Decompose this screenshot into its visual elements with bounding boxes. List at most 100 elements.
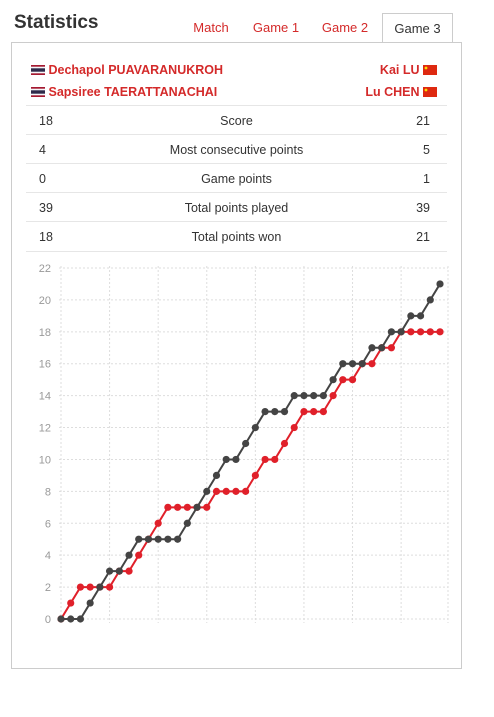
china-flag-icon bbox=[423, 87, 437, 97]
series-2-point bbox=[300, 392, 308, 400]
series-1-point bbox=[203, 503, 211, 511]
series-2-point bbox=[387, 328, 396, 336]
series-2-point bbox=[329, 376, 337, 384]
page-title: Statistics bbox=[14, 12, 99, 33]
series-1-point bbox=[154, 519, 162, 527]
series-2-point bbox=[203, 487, 211, 495]
series-1-point bbox=[348, 376, 357, 384]
series-1-point bbox=[300, 407, 308, 416]
stat-right-value: 5 bbox=[423, 143, 430, 157]
series-2-point bbox=[378, 344, 386, 352]
series-2-point bbox=[174, 535, 182, 543]
player-right-1[interactable]: Kai LU bbox=[380, 63, 437, 77]
y-tick-label: 14 bbox=[39, 391, 51, 403]
stats-row-score: 18 Score 21 bbox=[26, 105, 447, 135]
series-2-point bbox=[407, 312, 415, 320]
series-2-point bbox=[251, 423, 259, 432]
series-1-point bbox=[164, 503, 172, 511]
series-2-point bbox=[183, 519, 191, 527]
series-1-point bbox=[368, 360, 376, 368]
y-tick-label: 6 bbox=[45, 518, 51, 530]
y-tick-label: 22 bbox=[39, 263, 51, 275]
stat-left-value: 18 bbox=[39, 230, 53, 244]
series-1-point bbox=[426, 328, 434, 336]
series-2-point bbox=[426, 296, 434, 304]
y-tick-label: 10 bbox=[39, 454, 51, 466]
series-2-point bbox=[397, 328, 405, 336]
stats-row-consecutive: 4 Most consecutive points 5 bbox=[26, 134, 447, 164]
series-1-point bbox=[76, 583, 85, 591]
series-1-point bbox=[174, 503, 182, 511]
series-2-point bbox=[76, 615, 85, 623]
stats-row-points-played: 39 Total points played 39 bbox=[26, 192, 447, 222]
series-1-point bbox=[86, 583, 94, 591]
y-tick-label: 2 bbox=[45, 582, 51, 594]
y-tick-label: 4 bbox=[45, 550, 51, 562]
player-right-2-name: Lu CHEN bbox=[365, 85, 420, 99]
series-1-point bbox=[212, 487, 221, 495]
player-right-2[interactable]: Lu CHEN bbox=[365, 85, 437, 99]
series-2-point bbox=[135, 535, 143, 543]
series-1-point bbox=[319, 407, 327, 416]
stat-label: Score bbox=[220, 114, 253, 128]
series-2-point bbox=[436, 280, 444, 288]
tab-game-3[interactable]: Game 3 bbox=[382, 13, 453, 43]
player-left-1[interactable]: Dechapol PUAVARANUKROH bbox=[31, 63, 223, 77]
series-2-point bbox=[164, 535, 172, 543]
stat-right-value: 21 bbox=[416, 230, 430, 244]
thailand-flag-icon bbox=[31, 87, 45, 97]
series-1-point bbox=[183, 503, 191, 511]
series-2-point bbox=[96, 583, 104, 591]
stat-left-value: 18 bbox=[39, 114, 53, 128]
series-2-point bbox=[242, 439, 250, 448]
series-2-point bbox=[280, 407, 289, 416]
statistics-panel bbox=[11, 42, 462, 669]
stats-row-game-points: 0 Game points 1 bbox=[26, 163, 447, 193]
series-2-point bbox=[222, 455, 230, 464]
stat-label: Most consecutive points bbox=[169, 143, 304, 157]
series-1-point bbox=[261, 455, 269, 464]
series-line-1 bbox=[60, 330, 440, 620]
tab-game-2[interactable]: Game 2 bbox=[321, 20, 369, 35]
series-1-point bbox=[329, 392, 337, 400]
series-2-point bbox=[261, 407, 269, 416]
series-2-point bbox=[144, 535, 153, 543]
points-progression-chart: 0 2 4 6 8 10 12 14 16 18 20 22 bbox=[39, 263, 449, 625]
stat-left-value: 4 bbox=[39, 143, 46, 157]
series-2-point bbox=[339, 360, 347, 368]
series-1-point bbox=[339, 376, 347, 384]
series-1-point bbox=[436, 328, 444, 336]
series-1-point bbox=[222, 487, 230, 495]
series-1-point bbox=[105, 583, 114, 591]
series-2-point bbox=[86, 599, 94, 607]
series-1-point bbox=[310, 407, 318, 416]
series-1-point bbox=[280, 439, 289, 448]
y-tick-label: 12 bbox=[39, 423, 51, 435]
y-tick-label: 0 bbox=[45, 614, 51, 625]
tab-match[interactable]: Match bbox=[193, 20, 229, 35]
stat-label: Game points bbox=[201, 172, 272, 186]
tab-game-1[interactable]: Game 1 bbox=[252, 20, 300, 35]
stats-row-points-won: 18 Total points won 21 bbox=[26, 221, 447, 252]
player-right-1-name: Kai LU bbox=[379, 63, 420, 77]
player-left-2-name: Sapsiree TAERATTANACHAI bbox=[48, 85, 218, 99]
stat-right-value: 39 bbox=[416, 201, 430, 215]
series-1-point bbox=[387, 344, 396, 352]
series-line-2 bbox=[61, 283, 441, 620]
series-1-point bbox=[67, 599, 75, 607]
series-1-point bbox=[232, 487, 240, 495]
series-2-point bbox=[115, 567, 123, 575]
series-2-point bbox=[368, 344, 376, 352]
series-2-point bbox=[67, 615, 75, 623]
series-1-point bbox=[271, 455, 279, 464]
series-2-point bbox=[57, 615, 65, 623]
stat-right-value: 21 bbox=[416, 114, 430, 128]
y-tick-label: 20 bbox=[39, 295, 51, 307]
stat-left-value: 0 bbox=[39, 172, 46, 186]
series-1-point bbox=[135, 551, 143, 559]
y-tick-label: 8 bbox=[45, 486, 51, 498]
stat-label: Total points played bbox=[184, 201, 289, 215]
series-1-point bbox=[251, 471, 259, 480]
player-left-2[interactable]: Sapsiree TAERATTANACHAI bbox=[31, 85, 217, 99]
series-1-point bbox=[290, 423, 298, 432]
